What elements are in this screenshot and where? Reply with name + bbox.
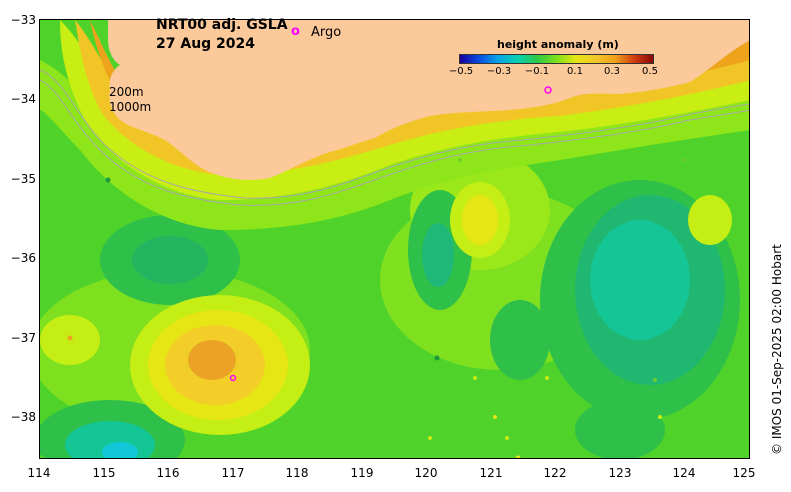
coastal-anomaly-band (60, 20, 749, 200)
anomaly-low (102, 442, 138, 458)
colorbar-tick: −0.3 (486, 66, 512, 77)
observation-dot (473, 376, 477, 380)
observation-dot (658, 415, 662, 419)
observation-dot (683, 158, 687, 162)
x-tick-label: 121 (479, 466, 503, 480)
observation-dot (233, 318, 237, 322)
argo-float-marker (229, 374, 237, 382)
x-tick-label: 123 (608, 466, 632, 480)
sea-level-anomaly-map (40, 20, 749, 458)
argo-float-marker (544, 86, 552, 94)
anomaly-low (422, 223, 454, 287)
x-tick-label: 125 (732, 466, 756, 480)
observation-dot (249, 455, 255, 458)
y-tick-label: −37 (10, 331, 36, 345)
observation-dot (40, 455, 45, 458)
colorbar-tick: −0.1 (524, 66, 550, 77)
colorbar-tick: 0.1 (567, 66, 583, 77)
map-title-date: 27 Aug 2024 (156, 36, 256, 52)
colorbar-tick: −0.5 (448, 66, 474, 77)
x-tick-label: 114 (27, 466, 51, 480)
x-tick-label: 115 (92, 466, 116, 480)
observation-dot (458, 158, 462, 162)
x-tick-label: 120 (414, 466, 438, 480)
observation-dot (545, 376, 549, 380)
isobath-1000m-label: 1000m (109, 100, 152, 114)
y-tick-label: −36 (10, 251, 36, 265)
colorbar-tick: 0.3 (604, 66, 620, 77)
x-tick-label: 124 (672, 466, 696, 480)
observation-dot (493, 415, 497, 419)
argo-legend-label: Argo (311, 25, 342, 40)
argo-legend-marker: o (291, 24, 300, 39)
anomaly-low (575, 400, 665, 458)
y-tick-label: −38 (10, 410, 36, 424)
x-tick-label: 117 (221, 466, 245, 480)
anomaly-high (688, 195, 732, 245)
isobath-1000m (40, 69, 749, 199)
anomaly-low (490, 300, 550, 380)
anomaly-low (590, 220, 690, 340)
map-panel (39, 19, 750, 459)
x-tick-label: 119 (350, 466, 374, 480)
isobath-200m-label: 200m (109, 85, 144, 99)
colorbar-tick: 0.5 (642, 66, 658, 77)
map-title-product: NRT00 adj. GSLA (156, 17, 288, 33)
anomaly-high (462, 195, 498, 245)
x-tick-label: 116 (156, 466, 180, 480)
y-tick-label: −34 (10, 92, 36, 106)
anomaly-high (188, 340, 236, 380)
copyright-credit: © IMOS 01-Sep-2025 02:00 Hobart (770, 244, 784, 455)
colorbar-title: height anomaly (m) (497, 38, 619, 51)
x-tick-label: 118 (285, 466, 309, 480)
observation-dot (67, 335, 73, 341)
colorbar (459, 54, 654, 64)
observation-dot (505, 436, 509, 440)
coastal-anomaly-band (75, 20, 749, 175)
y-tick-label: −35 (10, 172, 36, 186)
anomaly-low (132, 236, 208, 284)
y-tick-label: −33 (10, 13, 36, 27)
observation-dot (515, 455, 521, 458)
observation-dot (653, 378, 657, 382)
observation-dot (434, 355, 440, 361)
isobath-200m (40, 79, 749, 206)
observation-dot (428, 436, 432, 440)
x-tick-label: 122 (543, 466, 567, 480)
observation-dot (105, 177, 111, 183)
